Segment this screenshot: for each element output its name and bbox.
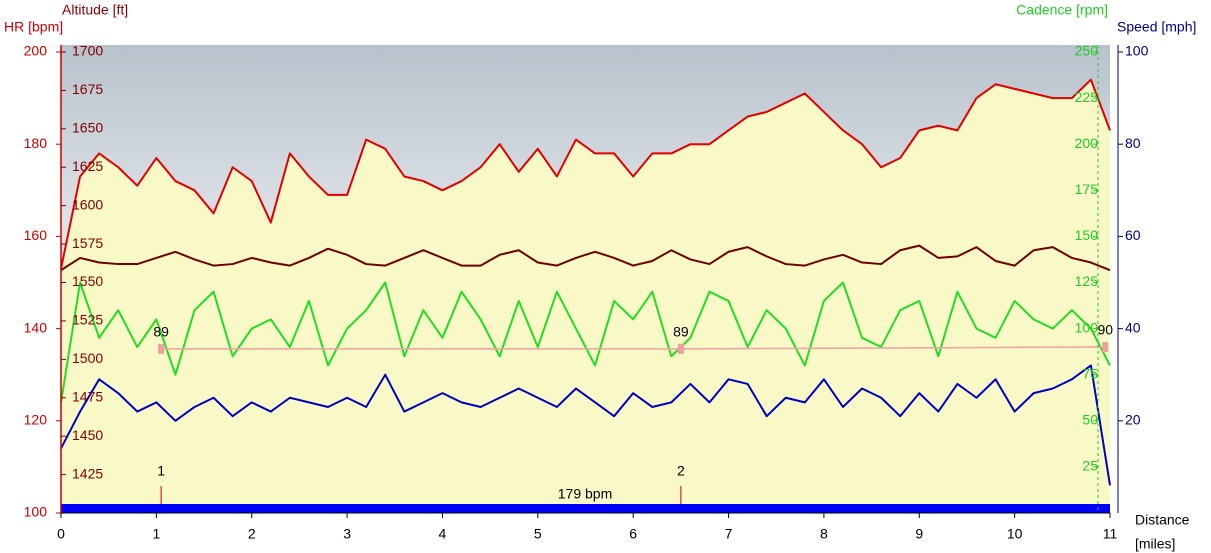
axis-title: Altitude [ft] — [62, 2, 128, 18]
y-tick-label: 80 — [1125, 135, 1141, 151]
x-tick-label: 7 — [725, 526, 733, 542]
x-tick-label: 11 — [1103, 526, 1118, 542]
hr-bar — [61, 504, 1110, 513]
y-tick-label: 225 — [1075, 89, 1099, 105]
y-tick-label: 50 — [1082, 412, 1098, 428]
y-tick-label: 200 — [24, 43, 48, 59]
y-tick-label: 1500 — [72, 350, 103, 366]
lap-cadence-label: 89 — [673, 324, 689, 340]
series-area — [61, 79, 1110, 513]
x-tick-label: 6 — [629, 526, 637, 542]
x-tick-label: 3 — [343, 526, 351, 542]
y-tick-label: 180 — [24, 135, 48, 151]
y-tick-label: 125 — [1075, 273, 1099, 289]
y-tick-label: 100 — [24, 504, 48, 520]
y-tick-label: 140 — [24, 319, 48, 335]
lap-cadence-point — [158, 343, 165, 354]
series-line — [60, 78, 1111, 269]
lap-cadence-point — [677, 343, 684, 354]
y-tick-label: 100 — [1125, 43, 1149, 59]
x-tick-label: 9 — [915, 526, 923, 542]
x-tick-label: 2 — [248, 526, 256, 542]
axis-title: Speed [mph] — [1117, 19, 1196, 35]
y-tick-label: 200 — [1075, 135, 1099, 151]
x-tick-label: 10 — [1007, 526, 1023, 542]
lap-label: 1 — [157, 463, 165, 479]
y-tick-label: 75 — [1082, 365, 1098, 381]
y-tick-label: 1450 — [72, 427, 103, 443]
x-tick-label: 8 — [820, 526, 828, 542]
y-tick-label: 175 — [1075, 181, 1099, 197]
x-tick-label: 5 — [534, 526, 542, 542]
series-line — [60, 244, 1111, 272]
y-tick-label: 1625 — [72, 158, 103, 174]
lap-cadence-label: 89 — [153, 324, 169, 340]
hr-bar-label: 179 bpm — [558, 486, 612, 502]
y-tick-label: 1650 — [72, 120, 103, 136]
lap-cadence-point — [1102, 342, 1109, 353]
y-tick-label: 20 — [1125, 412, 1141, 428]
axis-title: Cadence [rpm] — [1016, 2, 1108, 18]
x-tick-label: 1 — [152, 526, 160, 542]
x-tick-label: 4 — [439, 526, 447, 542]
lap-label: 2 — [677, 463, 685, 479]
series-line — [60, 364, 1111, 486]
y-tick-label: 25 — [1082, 458, 1098, 474]
y-tick-label: 40 — [1125, 319, 1141, 335]
y-tick-label: 160 — [24, 227, 48, 243]
y-tick-label: 1575 — [72, 235, 103, 251]
y-tick-label: 1700 — [72, 43, 103, 59]
y-tick-label: 1475 — [72, 388, 103, 404]
x-axis-title: Distance — [1135, 512, 1190, 528]
axis-title: HR [bpm] — [4, 19, 63, 35]
y-tick-label: 1525 — [72, 312, 103, 328]
y-tick-label: 120 — [24, 412, 48, 428]
y-tick-label: 150 — [1075, 227, 1099, 243]
y-tick-label: 1425 — [72, 465, 103, 481]
y-tick-label: 250 — [1075, 43, 1099, 59]
y-tick-label: 1600 — [72, 196, 103, 212]
y-tick-label: 1675 — [72, 81, 103, 97]
y-tick-label: 60 — [1125, 227, 1141, 243]
y-tick-label: 1550 — [72, 273, 103, 289]
x-tick-label: 0 — [57, 526, 65, 542]
x-axis-title: [miles] — [1135, 536, 1175, 552]
lap-cadence-label: 90 — [1097, 322, 1113, 338]
y-tick-label: 100 — [1075, 319, 1099, 335]
